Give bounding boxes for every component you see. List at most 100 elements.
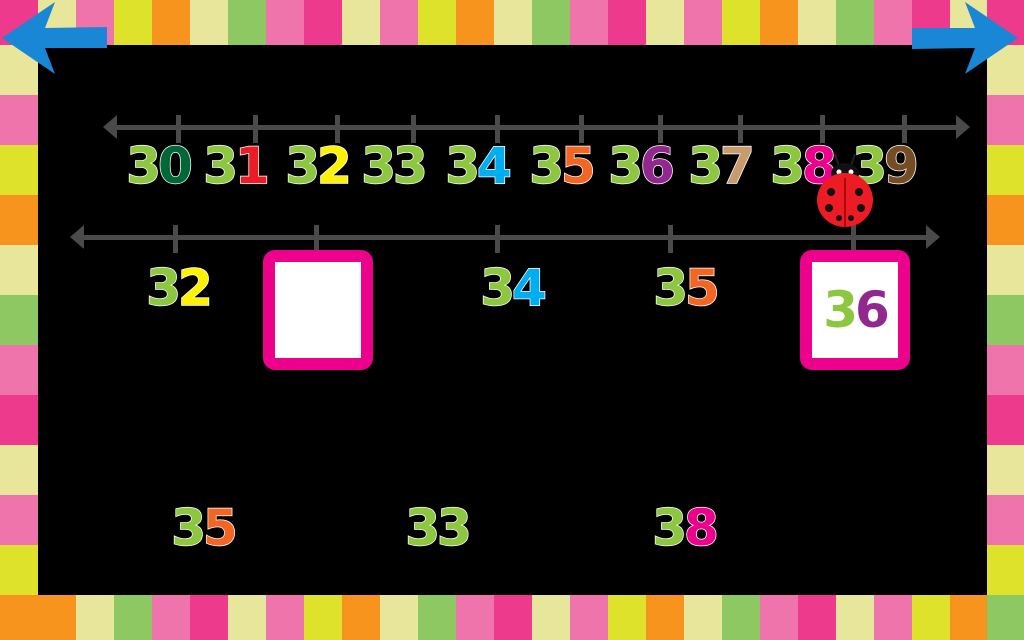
ladybug-icon — [817, 153, 873, 227]
digit: 3 — [769, 137, 805, 195]
border-tile — [760, 595, 798, 640]
digit: 2 — [316, 137, 352, 195]
reference-number-36: 36 — [607, 140, 675, 192]
border-tile — [0, 145, 38, 195]
digit: 9 — [883, 137, 919, 195]
arrowhead-right-icon — [926, 225, 940, 249]
border-tile — [0, 445, 38, 495]
tick-mark — [314, 225, 319, 253]
border-tile — [0, 495, 38, 545]
digit: 8 — [683, 499, 719, 557]
back-button[interactable] — [0, 0, 110, 76]
digit: 2 — [177, 259, 213, 317]
border-tile — [987, 95, 1024, 145]
reference-number-34: 34 — [444, 140, 512, 192]
digit: 7 — [719, 137, 755, 195]
border-tile — [798, 0, 836, 45]
border-tile — [0, 295, 38, 345]
arrow-left-icon — [2, 2, 107, 74]
answer-choice-38[interactable]: 38 — [651, 502, 719, 554]
border-tile — [494, 0, 532, 45]
answer-drop-box[interactable] — [263, 250, 373, 370]
border-tile — [304, 595, 342, 640]
digit: 3 — [145, 259, 181, 317]
border-tile — [987, 145, 1024, 195]
tick-mark — [173, 225, 178, 253]
given-number-34: 34 — [479, 262, 547, 314]
border-tile — [722, 595, 760, 640]
border-tile — [798, 595, 836, 640]
tick-mark — [902, 115, 907, 143]
reference-number-39: 39 — [851, 140, 919, 192]
border-tile — [836, 595, 874, 640]
border-tile — [304, 0, 342, 45]
arrow-right-icon — [912, 2, 1018, 74]
border-tile — [950, 595, 988, 640]
digit: 3 — [652, 259, 688, 317]
border-tile — [987, 245, 1024, 295]
tick-mark — [411, 115, 416, 143]
next-button[interactable] — [912, 0, 1024, 76]
tick-mark — [495, 115, 500, 143]
border-tile — [152, 0, 190, 45]
digit: 3 — [479, 259, 515, 317]
number-line-axis — [80, 235, 930, 240]
border-tile — [38, 595, 76, 640]
border-tile — [418, 0, 456, 45]
border-tile — [228, 595, 266, 640]
digit: 0 — [157, 137, 193, 195]
digit: 3 — [284, 137, 320, 195]
digit: 5 — [560, 137, 596, 195]
border-tile — [987, 595, 1024, 640]
border-tile — [342, 595, 380, 640]
reference-number-33: 33 — [360, 140, 428, 192]
tick-mark — [253, 115, 258, 143]
border-tile — [874, 595, 912, 640]
answer-choice-35[interactable]: 35 — [170, 502, 238, 554]
border-tile — [114, 595, 152, 640]
border-tile — [570, 0, 608, 45]
tick-mark — [658, 115, 663, 143]
border-tile — [532, 0, 570, 45]
border-tile — [684, 595, 722, 640]
border-tile — [987, 495, 1024, 545]
border-tile — [987, 195, 1024, 245]
digit: 6 — [639, 137, 675, 195]
tick-mark — [335, 115, 340, 143]
reference-number-35: 35 — [528, 140, 596, 192]
border-tile — [836, 0, 874, 45]
border-tile — [380, 0, 418, 45]
tick-mark — [176, 115, 181, 143]
digit: 3 — [360, 137, 396, 195]
digit: 3 — [170, 499, 206, 557]
digit: 4 — [476, 137, 512, 195]
reference-number-30: 30 — [125, 140, 193, 192]
border-tile — [456, 0, 494, 45]
answer-choice-33[interactable]: 33 — [404, 502, 472, 554]
border-tile — [987, 545, 1024, 595]
tick-mark — [495, 225, 500, 253]
tick-mark — [738, 115, 743, 143]
number-line-axis — [113, 125, 960, 130]
border-tile — [266, 595, 304, 640]
border-tile — [532, 595, 570, 640]
digit: 3 — [822, 281, 858, 339]
border-tile — [570, 595, 608, 640]
border-tile — [0, 95, 38, 145]
border-tile — [646, 0, 684, 45]
reference-number-37: 37 — [687, 140, 755, 192]
border-tile — [0, 545, 38, 595]
digit: 3 — [607, 137, 643, 195]
border-tile — [760, 0, 798, 45]
digit: 5 — [684, 259, 720, 317]
border-tile — [608, 595, 646, 640]
border-tile — [190, 0, 228, 45]
digit: 3 — [687, 137, 723, 195]
digit: 3 — [392, 137, 428, 195]
border-tile — [987, 345, 1024, 395]
arrowhead-left-icon — [103, 115, 117, 139]
border-tile — [114, 0, 152, 45]
reference-number-32: 32 — [284, 140, 352, 192]
digit: 3 — [528, 137, 564, 195]
